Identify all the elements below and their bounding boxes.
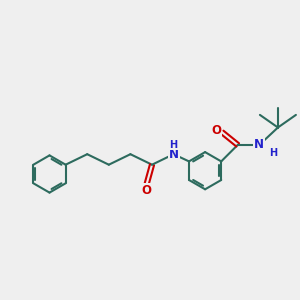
Text: N: N <box>169 148 178 161</box>
Text: O: O <box>211 124 221 137</box>
Text: H: H <box>269 148 277 158</box>
Text: H: H <box>169 140 177 150</box>
Text: N: N <box>254 138 264 152</box>
Text: O: O <box>142 184 152 197</box>
